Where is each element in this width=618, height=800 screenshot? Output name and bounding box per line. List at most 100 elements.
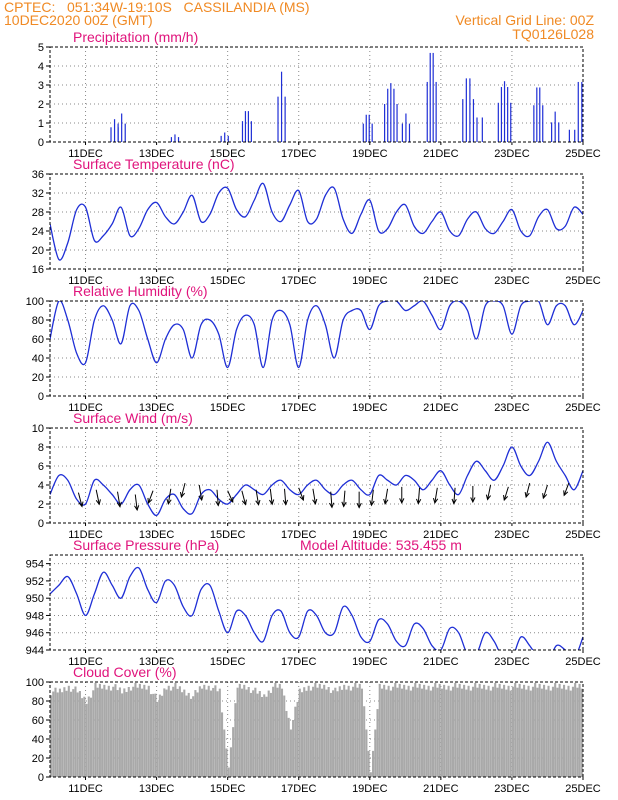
cloud-bar xyxy=(260,696,264,777)
cloud-bar xyxy=(427,685,430,777)
y-tick-label: 3 xyxy=(38,80,44,92)
cloud-bar xyxy=(529,690,532,777)
y-tick-label: 40 xyxy=(32,353,44,365)
cloud-bar xyxy=(352,686,355,777)
cloud-bar xyxy=(405,689,408,777)
precip-bar xyxy=(227,135,229,142)
cloud-bar xyxy=(289,729,292,777)
y-tick-label: 950 xyxy=(26,593,44,605)
cloud-bar xyxy=(134,682,137,777)
cloud-bar xyxy=(276,687,279,777)
cloud-bar xyxy=(83,696,86,777)
cloud-bar xyxy=(52,691,55,777)
precip-bar xyxy=(462,99,464,142)
cloud-bar xyxy=(451,686,455,777)
cloud-bar xyxy=(456,687,459,777)
plot-frame xyxy=(49,427,584,524)
cloud-bar xyxy=(434,682,437,777)
y-tick-label: 0 xyxy=(38,391,44,403)
precip-bar xyxy=(371,123,373,142)
wind-vector xyxy=(134,494,140,512)
cloud-bar xyxy=(223,729,226,777)
series-precip xyxy=(110,52,583,142)
cloud-bar xyxy=(296,701,299,777)
cloud-bar xyxy=(511,686,515,777)
x-tick-label: 25DEC xyxy=(565,529,601,541)
cloud-bar xyxy=(527,685,530,777)
panel-title: Precipitation (mm/h) xyxy=(73,29,198,45)
cloud-bar xyxy=(154,693,157,777)
x-tick-label: 19DEC xyxy=(352,529,388,541)
cloud-bar xyxy=(438,683,441,777)
cloud-bar xyxy=(181,692,184,777)
cloud-bar xyxy=(105,689,108,777)
x-tick-label: 15DEC xyxy=(210,783,246,795)
cloud-bar xyxy=(183,689,186,777)
cloud-bar xyxy=(465,689,468,777)
panel-wind: Surface Wind (m/s) 0 2 4 6 8 10 11DEC 13DEC 15DEC… xyxy=(32,410,601,541)
precip-bar xyxy=(507,87,509,142)
plot-frame xyxy=(49,554,584,651)
y-tick-label: 28 xyxy=(32,207,44,219)
cloud-bar xyxy=(436,687,439,777)
cloud-bar xyxy=(478,683,481,777)
cloud-bar xyxy=(483,684,486,777)
y-tick-label: 948 xyxy=(26,610,44,622)
cloud-bar xyxy=(174,682,177,777)
cloud-bar xyxy=(283,695,286,777)
cloud-bar xyxy=(409,690,412,777)
cloud-bar xyxy=(376,709,379,777)
precip-bar xyxy=(170,137,173,142)
cloud-bar xyxy=(576,687,579,777)
precip-bar xyxy=(284,96,286,142)
y-tick-label: 60 xyxy=(32,334,44,346)
series-line xyxy=(50,182,583,261)
x-tick-label: 19DEC xyxy=(352,656,388,668)
y-tick-label: 24 xyxy=(32,226,44,238)
cloud-bar xyxy=(243,684,246,777)
x-tick-label: 17DEC xyxy=(281,402,317,414)
cloud-bar xyxy=(387,685,390,777)
cloud-bar xyxy=(347,685,350,777)
x-tick-label: 13DEC xyxy=(139,402,175,414)
cloud-bar xyxy=(240,688,244,777)
wind-vector xyxy=(451,487,457,505)
cloud-bar xyxy=(329,692,332,777)
x-tick-label: 25DEC xyxy=(565,402,601,414)
x-tick-label: 19DEC xyxy=(352,148,388,160)
plot-frame xyxy=(49,300,584,397)
cloud-bar xyxy=(358,683,361,777)
cloud-bar xyxy=(192,696,195,777)
cloud-bar xyxy=(101,688,104,777)
cloud-bar xyxy=(216,691,219,777)
wind-vector xyxy=(485,484,492,501)
cloud-bar xyxy=(463,684,466,777)
x-tick-label: 17DEC xyxy=(281,275,317,287)
cloud-bar xyxy=(165,689,168,777)
precip-bar xyxy=(500,87,503,142)
precip-bar xyxy=(465,78,467,142)
y-tick-label: 954 xyxy=(26,559,44,571)
x-tick-label: 25DEC xyxy=(565,275,601,287)
cloud-bar xyxy=(136,687,139,777)
precip-bar xyxy=(362,123,364,142)
y-tick-label: 100 xyxy=(26,677,44,689)
cloud-bar xyxy=(69,691,73,777)
plot-frame xyxy=(49,46,584,143)
cloud-bar xyxy=(232,727,235,777)
cloud-bar xyxy=(129,690,133,777)
x-tick-label: 23DEC xyxy=(494,529,530,541)
cloud-bar xyxy=(107,685,110,777)
y-tick-label: 20 xyxy=(32,753,44,765)
cloud-bar xyxy=(485,689,488,777)
cloud-bar xyxy=(343,684,346,777)
cloud-bar xyxy=(403,684,406,777)
cloud-bar xyxy=(50,695,53,777)
panel-cloud: Cloud Cover (%) 0 20 40 60 80 100 11DEC 13DEC 15D… xyxy=(26,664,601,795)
cloud-bar xyxy=(487,685,490,777)
precip-bar xyxy=(432,52,434,142)
grid-note: Vertical Grid Line: 00Z xyxy=(455,12,594,28)
cloud-bar xyxy=(480,688,483,777)
cloud-bar xyxy=(494,682,497,777)
